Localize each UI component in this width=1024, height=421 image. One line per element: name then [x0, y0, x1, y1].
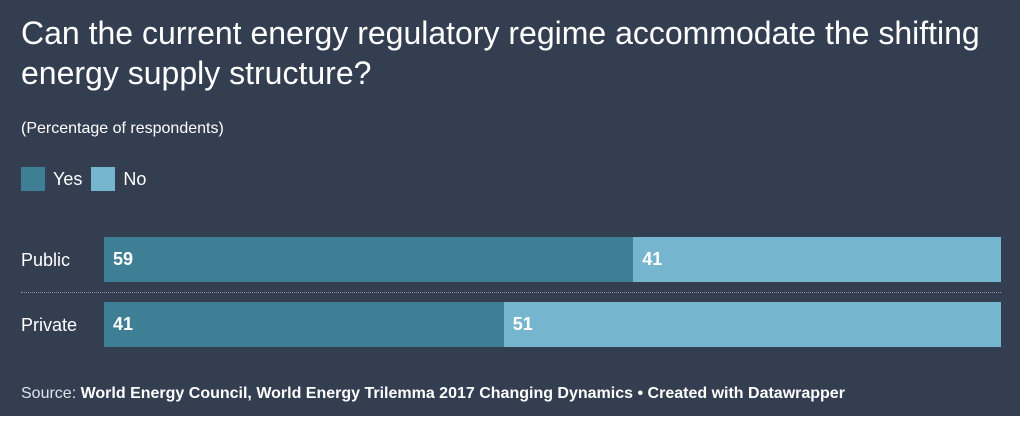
- chart-subtitle: (Percentage of respondents): [21, 120, 224, 137]
- source-label: Source:: [21, 385, 77, 402]
- legend-swatch-no: [91, 167, 116, 191]
- data-label-public-yes: 59: [113, 249, 134, 269]
- data-label-public-no: 41: [642, 249, 663, 269]
- bar-private-yes: 41: [104, 302, 504, 347]
- source-credit: Created with Datawrapper: [647, 385, 845, 402]
- bar-row-private: 41 51: [104, 302, 1001, 347]
- row-divider: [21, 292, 1001, 293]
- bar-public-yes: 59: [104, 237, 634, 282]
- source-separator: •: [637, 385, 644, 402]
- bar-row-public: 59 41: [104, 237, 1001, 282]
- legend-item-yes: Yes: [21, 167, 82, 191]
- legend-label-yes: Yes: [53, 168, 83, 189]
- legend-swatch-yes: [21, 167, 45, 191]
- legend: Yes No: [21, 167, 155, 191]
- legend-label-no: No: [123, 168, 147, 189]
- category-label-private: Private: [21, 315, 78, 335]
- bar-public-no: 41: [633, 237, 1001, 282]
- legend-item-no: No: [91, 167, 146, 191]
- source-note: Source: World Energy Council, World Ener…: [21, 384, 845, 404]
- data-label-private-no: 51: [512, 314, 533, 334]
- chart-title: Can the current energy regulatory regime…: [21, 15, 980, 91]
- data-label-private-yes: 41: [113, 314, 134, 334]
- source-text: World Energy Council, World Energy Trile…: [80, 385, 634, 402]
- category-label-public: Public: [21, 250, 71, 270]
- bar-private-no: 51: [503, 302, 1001, 347]
